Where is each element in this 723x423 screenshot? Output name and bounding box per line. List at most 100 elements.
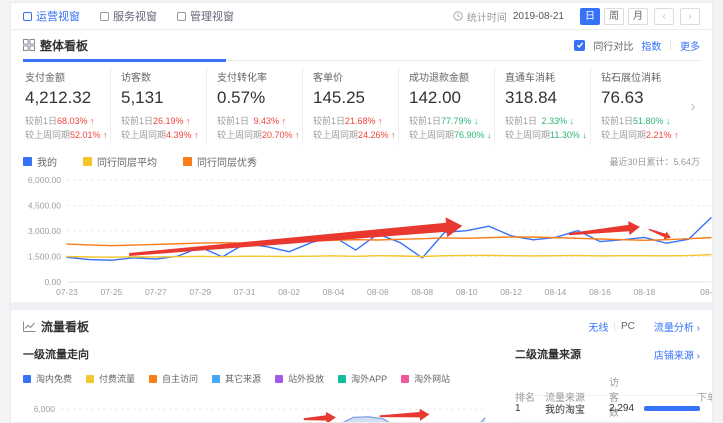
legend-item[interactable]: 自主访问 bbox=[149, 372, 198, 385]
compare-label: 较上周同期 bbox=[313, 130, 359, 140]
legend-item[interactable]: 同行同层优秀 bbox=[183, 154, 257, 169]
check-icon bbox=[576, 42, 584, 49]
legend-swatch bbox=[401, 374, 410, 383]
pc-toggle[interactable]: PC bbox=[620, 320, 635, 332]
traffic-source-table: 排名流量来源访客数下单转化率1我的淘宝2,2940.78%2手淘首页2,0090… bbox=[515, 374, 712, 422]
legend-label: 我的 bbox=[37, 157, 57, 169]
compare-label: 较前1日 bbox=[25, 116, 58, 126]
window-icon bbox=[100, 11, 109, 21]
compare-label: 较上周同期 bbox=[409, 130, 455, 140]
col-rank-header: 排名 bbox=[515, 393, 535, 404]
stat-time-label: 统计时间 bbox=[453, 9, 507, 24]
source-table-title: 二级流量来源 bbox=[515, 349, 581, 361]
legend-item[interactable]: 同行同层平均 bbox=[83, 154, 157, 169]
kpi-value: 145.25 bbox=[313, 88, 365, 107]
kpi-compare-row: 较上周同期 4.39% ↑ bbox=[121, 128, 200, 142]
legend-label: 自主访问 bbox=[162, 374, 199, 384]
kpi-value: 142.00 bbox=[409, 88, 461, 107]
legend-swatch bbox=[338, 374, 347, 383]
kpi-title: 访客数 bbox=[121, 73, 151, 84]
compare-value: 76.90% ↓ bbox=[454, 130, 492, 140]
kpi-compare-row: 较上周同期 76.90% ↓ bbox=[409, 128, 492, 142]
kpi-card[interactable]: 钻石展位消耗 76.63 较前1日 51.80% ↓ 较上周同期 2.21% ↑ bbox=[590, 67, 686, 146]
topbar-tab[interactable]: 服务视窗 bbox=[100, 8, 157, 24]
annotation-arrow bbox=[648, 228, 671, 240]
legend-item[interactable]: 淘外APP bbox=[338, 372, 387, 385]
overall-trend-chart[interactable]: 0.00 1,500.00 3,000.00 4,500.00 6,000.00 07-2… bbox=[23, 170, 713, 302]
kpi-compare-row: 较上周同期 2.21% ↑ bbox=[601, 128, 680, 142]
legend-item[interactable]: 我的 bbox=[23, 154, 57, 169]
kpi-card[interactable]: 客单价 145.25 较前1日 21.68% ↑ 较上周同期 24.26% ↑ bbox=[302, 67, 398, 146]
cell-source: 我的淘宝 bbox=[545, 405, 585, 416]
compare-value: 2.33% ↓ bbox=[541, 116, 574, 126]
kpi-value: 0.57% bbox=[217, 88, 266, 107]
topbar-tab[interactable]: 运营视窗 bbox=[23, 8, 80, 24]
kpi-compare-row: 较前1日 26.19% ↑ bbox=[121, 114, 200, 128]
kpi-card[interactable]: 支付转化率 0.57% 较前1日 9.43% ↑ 较上周同期 20.70% ↑ bbox=[206, 67, 302, 146]
kpi-compare-row: 较前1日 68.03% ↑ bbox=[25, 114, 104, 128]
peer-compare-label[interactable]: 同行对比 bbox=[593, 41, 634, 53]
kpi-compare-row: 较上周同期 52.01% ↑ bbox=[25, 128, 108, 142]
compare-label: 较前1日 bbox=[601, 116, 634, 126]
kpi-card[interactable]: 支付金额 4,212.32 较前1日 68.03% ↑ 较上周同期 52.01% ↑ bbox=[23, 67, 110, 146]
annotation-arrow bbox=[379, 408, 430, 421]
topbar-tab-label: 运营视窗 bbox=[36, 11, 80, 23]
topbar-tab[interactable]: 管理视窗 bbox=[177, 8, 234, 24]
kpi-title: 成功退款金额 bbox=[409, 73, 469, 84]
peer-compare-checkbox[interactable] bbox=[574, 39, 586, 51]
more-link[interactable]: 更多 bbox=[680, 41, 700, 53]
legend-item[interactable]: 淘内免费 bbox=[23, 372, 72, 385]
selected-kpi-indicator bbox=[23, 59, 226, 62]
shop-source-text: 店铺来源 bbox=[653, 350, 694, 362]
visitors-bar-fill bbox=[644, 406, 701, 411]
prev-date-button[interactable]: ‹ bbox=[654, 7, 674, 25]
traffic-trend-panel: 一级流量走向 淘内免费 付费流量 自主访问 其它来源 站外投放 淘外APP 淘外网站 3,0… bbox=[23, 346, 493, 423]
legend-swatch bbox=[149, 374, 158, 383]
compare-value: 51.80% ↓ bbox=[633, 116, 671, 126]
legend-swatch bbox=[86, 374, 95, 383]
next-date-button[interactable]: › bbox=[680, 7, 700, 25]
topbar-tabs: 运营视窗 服务视窗 管理视窗 bbox=[23, 8, 234, 24]
period-button[interactable]: 日 bbox=[580, 7, 600, 25]
kpi-title: 钻石展位消耗 bbox=[601, 73, 661, 84]
kpi-next-button[interactable]: › bbox=[690, 98, 696, 115]
toggle-separator: | bbox=[613, 320, 616, 332]
traffic-area-chart[interactable]: 3,0004,5006,000 bbox=[23, 389, 493, 423]
compare-label: 较前1日 bbox=[313, 116, 346, 126]
legend-swatch bbox=[275, 374, 284, 383]
svg-text:08-08: 08-08 bbox=[411, 287, 433, 297]
kpi-compare-row: 较前1日 21.68% ↑ bbox=[313, 114, 392, 128]
legend-item[interactable]: 付费流量 bbox=[86, 372, 135, 385]
shop-source-link[interactable]: 店铺来源 › bbox=[654, 347, 700, 362]
index-link[interactable]: 指数 bbox=[641, 41, 662, 53]
dashboard-page: 运营视窗 服务视窗 管理视窗 统计时间 2019-08-21 日周月 ‹ › 整体看… bbox=[10, 2, 713, 423]
legend-swatch bbox=[83, 156, 92, 166]
kpi-compare-row: 较前1日 51.80% ↓ bbox=[601, 114, 680, 128]
wireless-toggle[interactable]: 无线 bbox=[588, 322, 609, 334]
compare-label: 较前1日 bbox=[121, 116, 154, 126]
cell-rate: 0.78% bbox=[708, 403, 712, 414]
kpi-card[interactable]: 成功退款金额 142.00 较前1日 77.79% ↓ 较上周同期 76.90% ↓ bbox=[398, 67, 494, 146]
overall-board-section: 整体看板 同行对比 指数 | 更多 支付金额 4,212.32 较前1日 68.03%… bbox=[11, 30, 712, 302]
cell-rank: 1 bbox=[515, 403, 521, 414]
legend-item[interactable]: 站外投放 bbox=[275, 372, 324, 385]
topbar-tab-label: 服务视窗 bbox=[113, 11, 157, 23]
kpi-card[interactable]: 访客数 5,131 较前1日 26.19% ↑ 较上周同期 4.39% ↑ bbox=[110, 67, 206, 146]
svg-text:1,500.00: 1,500.00 bbox=[28, 252, 61, 262]
svg-text:08-10: 08-10 bbox=[456, 287, 478, 297]
svg-text:08-16: 08-16 bbox=[589, 287, 611, 297]
kpi-card[interactable]: 直通车消耗 318.84 较前1日 2.33% ↓ 较上周同期 11.30% ↓ bbox=[494, 67, 590, 146]
legend-item[interactable]: 淘外网站 bbox=[401, 372, 450, 385]
compare-value: 68.03% ↑ bbox=[57, 116, 95, 126]
overall-board-title: 整体看板 bbox=[40, 38, 89, 53]
period-button[interactable]: 周 bbox=[604, 7, 624, 25]
legend-item[interactable]: 其它来源 bbox=[212, 372, 261, 385]
dashboard-grid-icon bbox=[23, 39, 35, 51]
legend-label: 淘内免费 bbox=[36, 374, 73, 384]
traffic-analysis-link[interactable]: 流量分析 › bbox=[654, 319, 700, 334]
compare-value: 11.30% ↓ bbox=[550, 130, 587, 140]
kpi-card-row: 支付金额 4,212.32 较前1日 68.03% ↑ 较上周同期 52.01% ↑ 访客数… bbox=[23, 61, 700, 146]
compare-label: 较上周同期 bbox=[505, 130, 551, 140]
period-button[interactable]: 月 bbox=[628, 7, 648, 25]
